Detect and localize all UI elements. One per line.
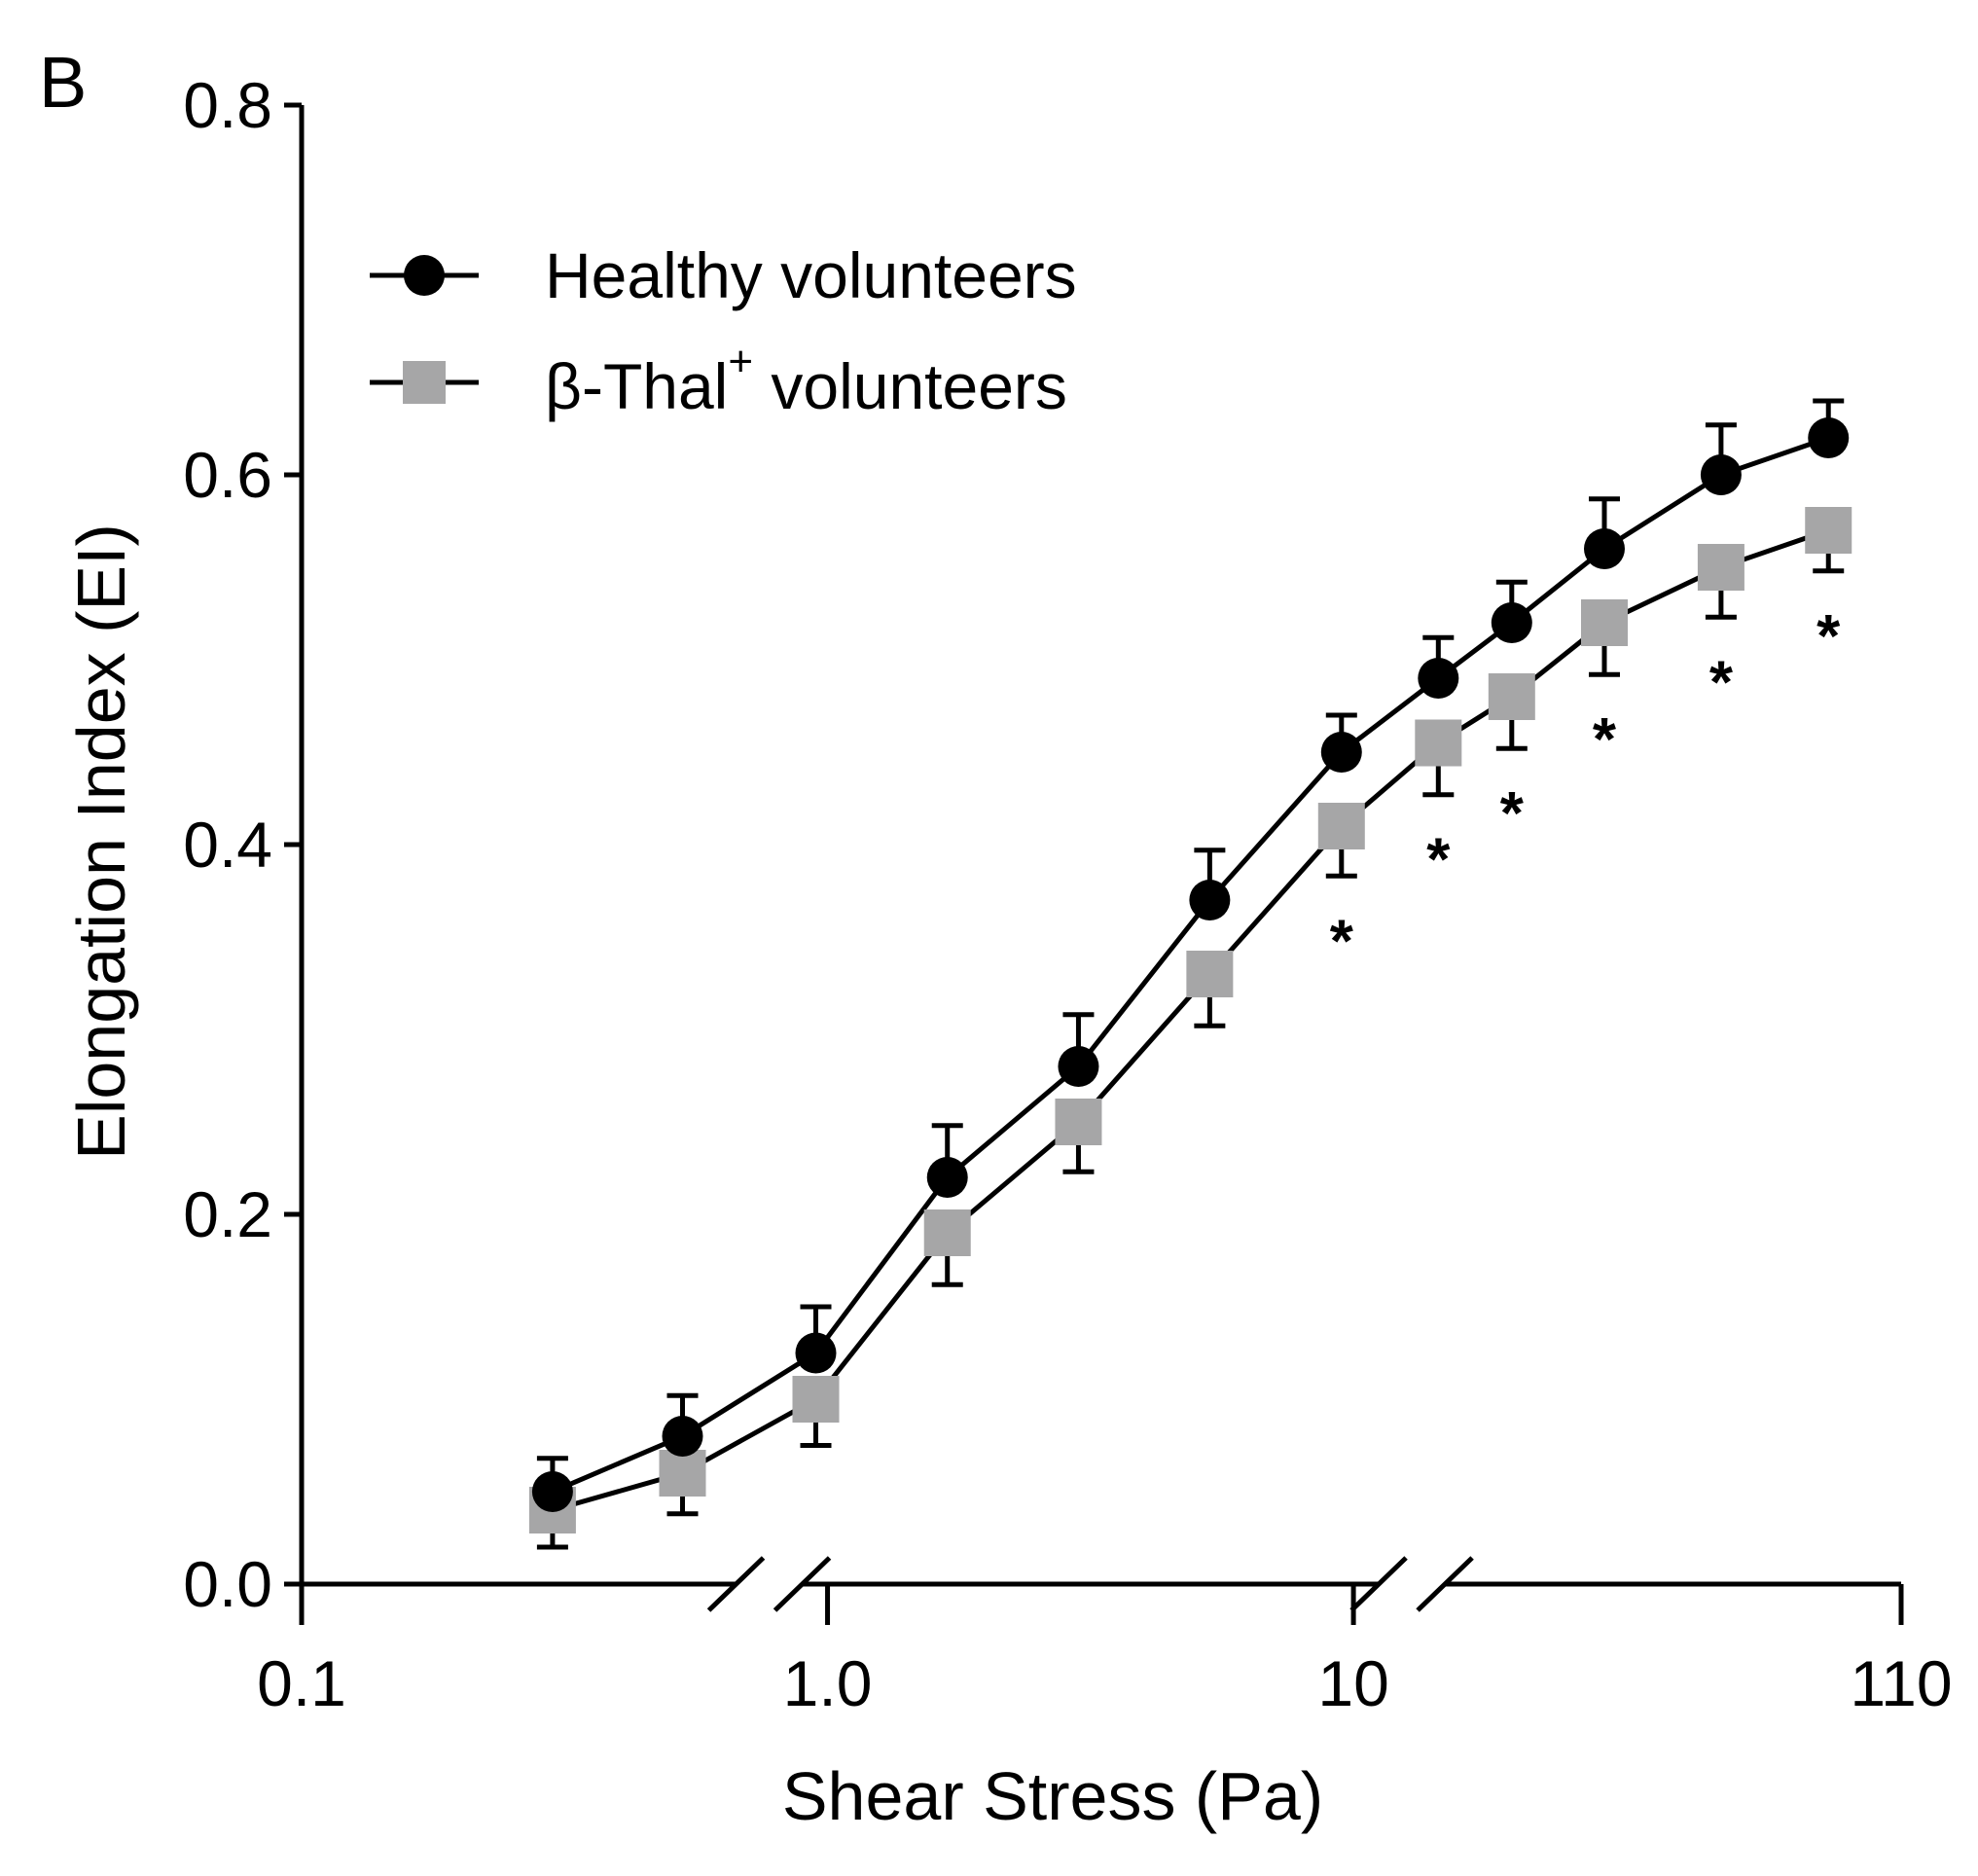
point-bthal [792, 1376, 840, 1423]
point-bthal [923, 1209, 971, 1256]
legend-marker-healthy [404, 255, 445, 296]
significance-asterisk: * [1500, 780, 1525, 848]
significance-asterisk: * [1330, 908, 1354, 975]
point-bthal [1317, 803, 1365, 849]
x-axis-title: Shear Stress (Pa) [782, 1758, 1323, 1834]
legend-label-bthal-base: β-Thal [545, 350, 728, 422]
x-tick-label: 0.1 [257, 1647, 346, 1719]
legend-marker-bthal [403, 361, 446, 404]
y-tick-label: 0.4 [183, 809, 272, 881]
point-bthal [1415, 719, 1462, 767]
point-healthy [1058, 1046, 1099, 1087]
legend-label-bthal-suffix: volunteers [753, 350, 1067, 422]
point-healthy [662, 1416, 703, 1457]
significance-asterisk: * [1593, 706, 1617, 774]
x-tick-label: 1.0 [783, 1647, 873, 1719]
x-tick-label: 110 [1850, 1647, 1952, 1719]
point-healthy [1700, 454, 1742, 495]
point-healthy [1418, 658, 1459, 699]
point-bthal [1055, 1099, 1102, 1145]
x-axis-break-mark [773, 1556, 832, 1612]
point-healthy [1189, 880, 1231, 920]
legend-label-bthal-superscript: + [728, 338, 753, 385]
point-healthy [1491, 602, 1532, 643]
point-bthal [659, 1450, 706, 1497]
point-bthal [1805, 507, 1852, 554]
point-healthy [531, 1471, 573, 1512]
y-tick-label: 0.6 [183, 439, 272, 511]
point-bthal [1580, 599, 1628, 646]
x-axis: 0.1 1.0 10 110 [257, 1556, 1953, 1719]
y-tick-label: 0.8 [183, 69, 272, 141]
legend: Healthy volunteers β-Thal+ volunteers [370, 239, 1077, 422]
point-healthy [795, 1332, 837, 1374]
plot-area: * * * * * * [528, 398, 1852, 1550]
point-bthal [1697, 544, 1744, 591]
point-bthal [1186, 951, 1234, 997]
series-line-healthy [551, 435, 1830, 1495]
y-axis: 0.0 0.2 0.4 0.6 0.8 [183, 69, 305, 1620]
point-healthy [926, 1157, 968, 1198]
x-axis-break-mark [1416, 1556, 1474, 1612]
y-axis-title: Elongation Index (EI) [63, 523, 139, 1160]
series-line-bthal [552, 527, 1830, 1513]
x-tick-label: 10 [1317, 1647, 1388, 1719]
y-tick-label: 0.0 [183, 1548, 272, 1620]
x-axis-break-mark [706, 1556, 766, 1612]
legend-label-bthal: β-Thal+ volunteers [545, 338, 1067, 422]
legend-item-healthy: Healthy volunteers [370, 239, 1077, 311]
significance-asterisk: * [1816, 603, 1841, 670]
point-bthal [1488, 673, 1535, 720]
y-tick-label: 0.2 [183, 1178, 272, 1250]
point-healthy [1808, 417, 1850, 458]
point-healthy [1583, 528, 1625, 569]
significance-asterisk: * [1709, 649, 1734, 716]
legend-item-bthal: β-Thal+ volunteers [370, 338, 1067, 422]
legend-label-healthy: Healthy volunteers [545, 239, 1077, 311]
panel-label: B [39, 42, 87, 123]
x-axis-break-mark [1349, 1556, 1408, 1612]
significance-asterisk: * [1426, 827, 1451, 894]
point-healthy [1320, 732, 1362, 773]
